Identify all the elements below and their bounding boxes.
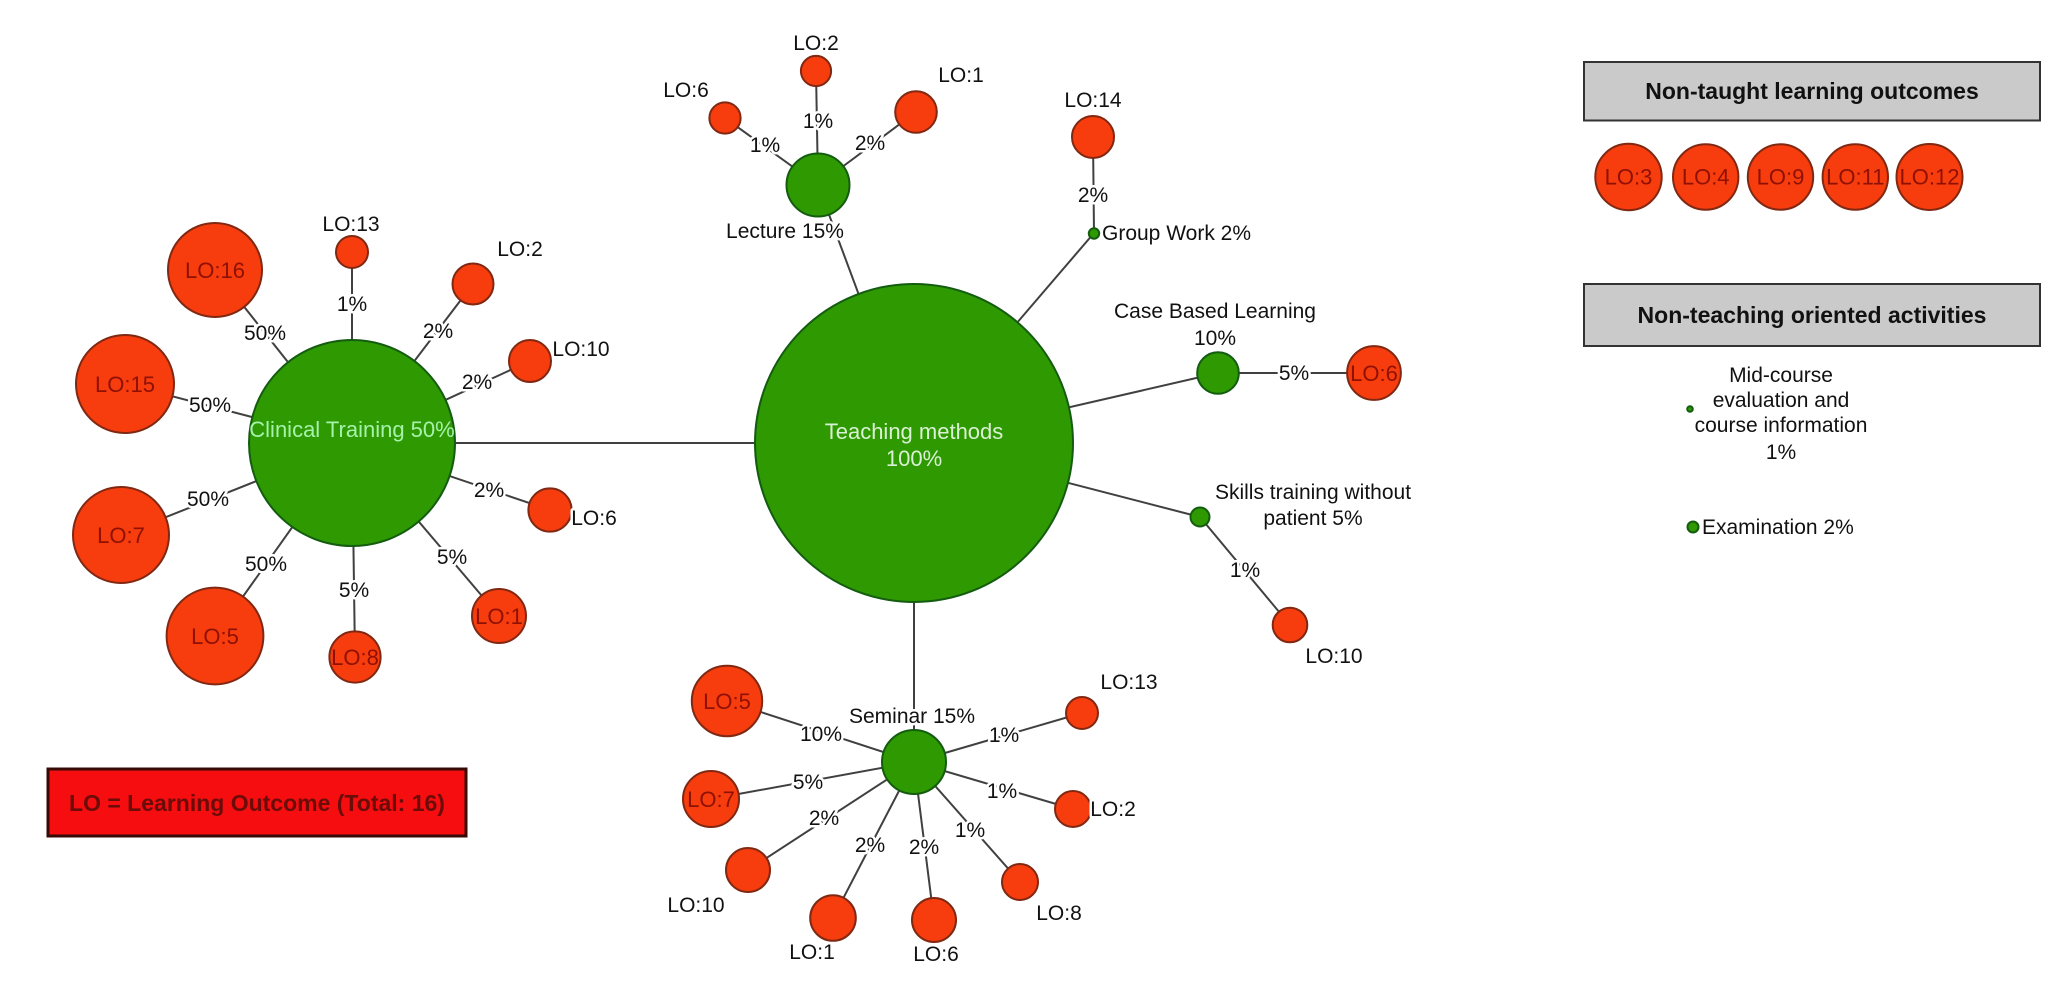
- svg-text:Mid-course: Mid-course: [1729, 364, 1833, 387]
- svg-text:100%: 100%: [886, 446, 942, 471]
- svg-text:1%: 1%: [987, 780, 1017, 803]
- svg-text:2%: 2%: [809, 807, 839, 830]
- svg-text:LO:4: LO:4: [1682, 165, 1730, 190]
- svg-text:course information: course information: [1695, 414, 1868, 437]
- svg-text:2%: 2%: [462, 371, 492, 394]
- svg-text:LO:13: LO:13: [322, 213, 379, 236]
- svg-text:Non-taught learning outcomes: Non-taught learning outcomes: [1645, 78, 1979, 104]
- svg-text:LO:6: LO:6: [913, 943, 959, 966]
- svg-text:LO:16: LO:16: [185, 258, 245, 283]
- svg-text:LO:9: LO:9: [1757, 165, 1805, 190]
- svg-text:2%: 2%: [855, 834, 885, 857]
- svg-text:Lecture 15%: Lecture 15%: [726, 220, 844, 243]
- svg-text:LO:7: LO:7: [687, 787, 735, 812]
- svg-text:LO:13: LO:13: [1100, 671, 1157, 694]
- svg-text:LO:11: LO:11: [1826, 165, 1884, 190]
- svg-text:Group Work 2%: Group Work 2%: [1102, 222, 1251, 245]
- svg-text:Teaching methods: Teaching methods: [825, 419, 1004, 444]
- svg-text:2%: 2%: [423, 320, 453, 343]
- svg-text:50%: 50%: [187, 488, 229, 511]
- svg-text:LO = Learning Outcome (Total:: LO = Learning Outcome (Total: 16): [69, 790, 445, 816]
- svg-text:Examination 2%: Examination 2%: [1702, 516, 1854, 539]
- svg-text:LO:8: LO:8: [1036, 902, 1082, 925]
- svg-text:5%: 5%: [793, 771, 823, 794]
- svg-text:LO:12: LO:12: [1900, 165, 1960, 190]
- svg-text:patient 5%: patient 5%: [1263, 507, 1362, 530]
- svg-text:LO:10: LO:10: [552, 338, 609, 361]
- svg-text:2%: 2%: [855, 132, 885, 155]
- svg-text:5%: 5%: [437, 546, 467, 569]
- svg-text:LO:6: LO:6: [571, 507, 617, 530]
- svg-text:10%: 10%: [800, 723, 842, 746]
- svg-text:2%: 2%: [474, 479, 504, 502]
- svg-text:LO:1: LO:1: [475, 604, 523, 629]
- svg-text:LO:2: LO:2: [793, 32, 839, 55]
- svg-text:1%: 1%: [955, 819, 985, 842]
- svg-text:1%: 1%: [989, 724, 1019, 747]
- svg-text:LO:5: LO:5: [191, 624, 239, 649]
- svg-text:evaluation and: evaluation and: [1713, 389, 1850, 412]
- svg-text:50%: 50%: [245, 553, 287, 576]
- svg-text:LO:2: LO:2: [497, 238, 543, 261]
- svg-text:5%: 5%: [1279, 362, 1309, 385]
- svg-text:1%: 1%: [337, 293, 367, 316]
- svg-text:50%: 50%: [244, 322, 286, 345]
- svg-text:10%: 10%: [1194, 327, 1236, 350]
- svg-text:LO:1: LO:1: [789, 941, 835, 964]
- svg-text:LO:6: LO:6: [1350, 361, 1398, 386]
- svg-text:5%: 5%: [339, 579, 369, 602]
- svg-text:LO:10: LO:10: [1305, 645, 1362, 668]
- svg-text:LO:3: LO:3: [1605, 165, 1653, 190]
- svg-text:LO:10: LO:10: [667, 894, 724, 917]
- svg-text:LO:1: LO:1: [938, 64, 984, 87]
- svg-text:2%: 2%: [1078, 184, 1108, 207]
- svg-text:1%: 1%: [1230, 559, 1260, 582]
- svg-text:1%: 1%: [803, 110, 833, 133]
- svg-text:LO:2: LO:2: [1090, 798, 1136, 821]
- svg-text:LO:8: LO:8: [331, 645, 379, 670]
- svg-text:50%: 50%: [189, 394, 231, 417]
- svg-text:LO:5: LO:5: [703, 689, 751, 714]
- svg-text:LO:15: LO:15: [95, 372, 155, 397]
- svg-text:Skills training without: Skills training without: [1215, 481, 1411, 504]
- svg-text:LO:7: LO:7: [97, 523, 145, 548]
- svg-text:Clinical Training 50%: Clinical Training 50%: [249, 417, 454, 442]
- svg-text:LO:6: LO:6: [663, 79, 709, 102]
- svg-text:Non-teaching oriented activiti: Non-teaching oriented activities: [1638, 302, 1987, 328]
- svg-text:Seminar 15%: Seminar 15%: [849, 705, 975, 728]
- svg-text:Case Based Learning: Case Based Learning: [1114, 300, 1316, 323]
- svg-text:1%: 1%: [1766, 441, 1796, 464]
- svg-text:1%: 1%: [750, 134, 780, 157]
- svg-text:2%: 2%: [909, 836, 939, 859]
- svg-text:LO:14: LO:14: [1064, 89, 1122, 112]
